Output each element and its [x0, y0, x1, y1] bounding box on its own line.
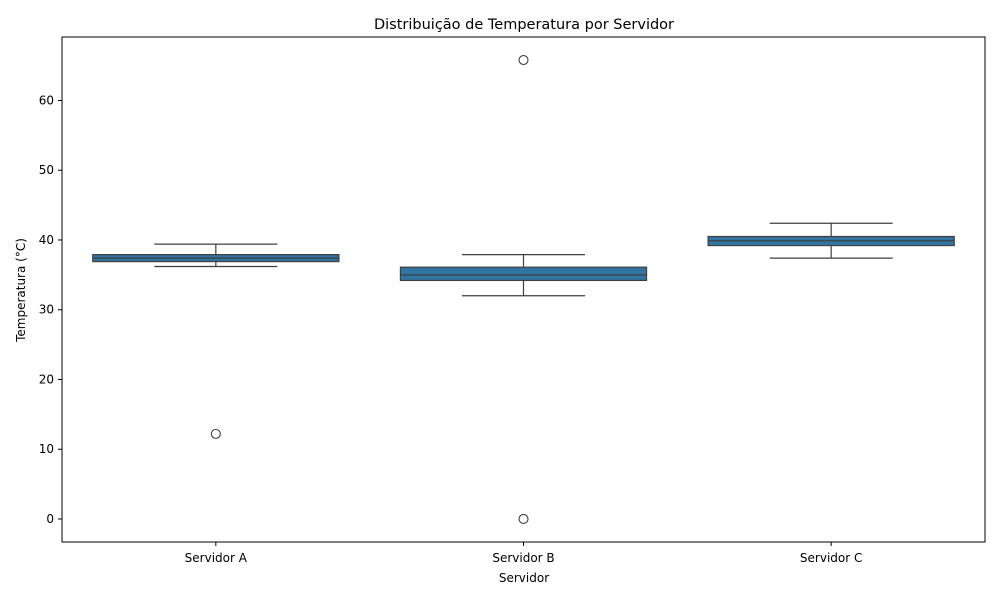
- x-axis-label: Servidor: [499, 571, 549, 585]
- outlier-point: [518, 54, 529, 66]
- x-tick-label: Servidor C: [800, 551, 862, 565]
- y-tick-label: 30: [39, 303, 54, 317]
- y-tick-label: 20: [39, 372, 54, 386]
- y-tick-label: 10: [39, 442, 54, 456]
- box-2: [399, 54, 648, 525]
- y-tick-label: 50: [39, 163, 54, 177]
- y-axis: 0 10 20 30 40 50 60: [39, 93, 62, 526]
- plot-area: [61, 36, 986, 543]
- y-tick-label: 60: [39, 93, 54, 107]
- x-axis: Servidor A Servidor B Servidor C: [185, 542, 862, 565]
- outlier-point: [210, 428, 221, 439]
- chart-title: Distribuição de Temperatura por Servidor: [374, 17, 674, 33]
- x-tick-label: Servidor B: [492, 551, 554, 565]
- box-1: [92, 243, 340, 439]
- iqr-box: [399, 266, 648, 282]
- x-tick-label: Servidor A: [185, 551, 248, 565]
- y-tick-label: 0: [46, 512, 54, 526]
- outlier-point: [518, 513, 529, 525]
- box-3: [707, 222, 955, 259]
- y-tick-label: 40: [39, 233, 54, 247]
- y-axis-label: Temperatura (°C): [14, 238, 28, 343]
